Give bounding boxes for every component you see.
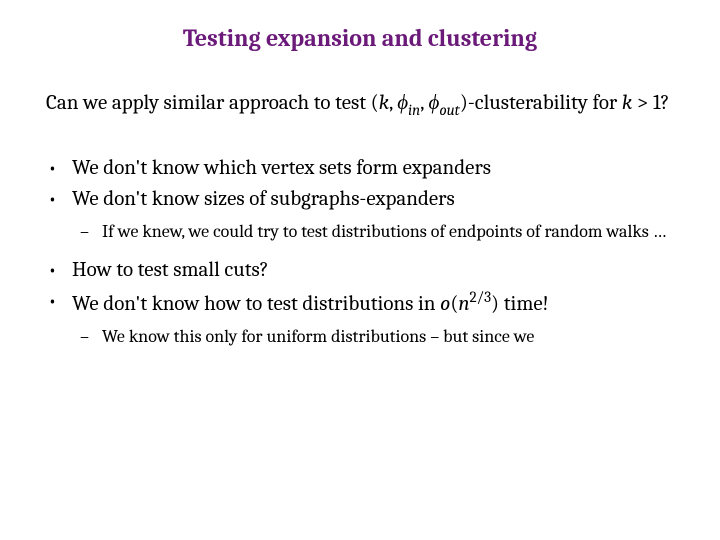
slide-title: Testing expansion and clustering <box>40 24 680 52</box>
intro-text: Can we apply similar approach to test <box>46 91 371 115</box>
sub-list-item: We know this only for uniform distributi… <box>80 325 680 348</box>
sub-list: If we knew, we could try to test distrib… <box>72 220 680 243</box>
list-item: How to test small cuts? <box>46 257 680 284</box>
big-o-expr: o(n2/3) <box>440 292 499 316</box>
sub-list: We know this only for uniform distributi… <box>72 325 680 348</box>
list-item: We don't know sizes of subgraphs-expande… <box>46 186 680 243</box>
sub-list-item: If we knew, we could try to test distrib… <box>80 220 680 243</box>
intro-math: (k, ϕin, ϕout) <box>371 91 468 115</box>
intro-paragraph: Can we apply similar approach to test (k… <box>40 90 680 119</box>
list-item: We don't know which vertex sets form exp… <box>46 155 680 182</box>
main-list: We don't know which vertex sets form exp… <box>40 155 680 348</box>
list-item: We don't know how to test distributions … <box>46 288 680 348</box>
